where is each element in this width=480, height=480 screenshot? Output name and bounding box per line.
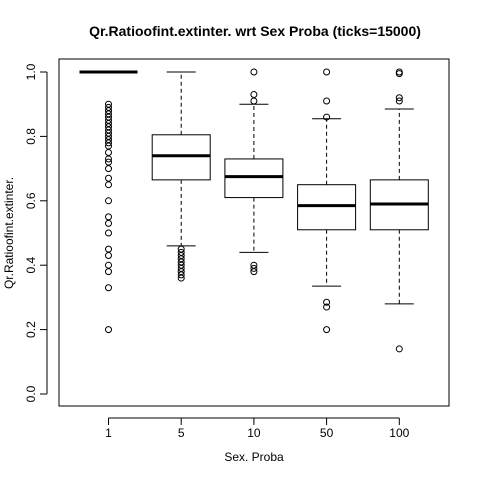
outlier-point (250, 91, 258, 99)
outlier-point (323, 326, 331, 334)
outlier-point (395, 70, 403, 78)
x-tick-label: 10 (247, 426, 261, 440)
outlier-point (105, 219, 112, 227)
chart-title: Qr.Ratioofint.extinter. wrt Sex Proba (t… (89, 23, 421, 39)
outlier-point (323, 298, 331, 306)
outlier-point (105, 155, 112, 163)
box-10 (224, 68, 284, 276)
y-tick-label: 0.6 (24, 192, 38, 209)
outlier-point (105, 245, 112, 253)
outlier-point (105, 268, 112, 276)
box-1 (79, 70, 138, 334)
outlier-point (105, 174, 112, 182)
outlier-point (395, 94, 403, 102)
outlier-point (105, 181, 112, 189)
outlier-point (105, 229, 112, 237)
outlier-point (105, 261, 112, 269)
outlier-point (105, 139, 112, 147)
outlier-point (395, 345, 403, 353)
box-100 (369, 68, 429, 353)
outlier-point (177, 274, 185, 282)
y-tick-label: 0.2 (24, 321, 38, 338)
outlier-point (323, 303, 331, 311)
y-axis-label: Qr.Ratioofint.extinter. (2, 177, 16, 289)
y-tick-label: 0.4 (24, 257, 38, 274)
y-tick-label: 0.0 (24, 385, 38, 402)
x-tick-label: 5 (178, 426, 185, 440)
box-body (151, 134, 211, 181)
plot-frame (58, 58, 450, 407)
outlier-point (395, 97, 403, 105)
box-body (297, 184, 357, 231)
outlier-point (177, 271, 185, 279)
box-body (224, 158, 284, 199)
boxes-group (79, 68, 429, 353)
x-tick-label: 50 (320, 426, 334, 440)
outlier-point (105, 197, 112, 205)
outlier-point (323, 97, 331, 105)
x-axis-label: Sex. Proba (224, 450, 284, 464)
y-axis: 0.0 0.2 0.4 0.6 0.8 1.0 (24, 63, 48, 402)
outlier-point (105, 165, 112, 173)
outlier-point (250, 264, 258, 272)
y-tick-label: 0.8 (24, 128, 38, 145)
outlier-point (105, 213, 112, 221)
outlier-point (323, 68, 331, 76)
outlier-point (323, 113, 331, 121)
x-axis: 1 5 10 50 100 (105, 417, 410, 440)
x-tick-label: 100 (389, 426, 409, 440)
x-tick-label: 1 (105, 426, 112, 440)
outlier-point (250, 68, 258, 76)
outlier-point (250, 268, 258, 276)
outlier-point (105, 326, 112, 334)
box-50 (297, 68, 357, 334)
outlier-point (105, 284, 112, 292)
box-5 (151, 71, 211, 282)
outlier-point (105, 252, 112, 260)
y-tick-label: 1.0 (24, 63, 38, 80)
outlier-point (105, 149, 112, 156)
outlier-point (250, 97, 258, 105)
